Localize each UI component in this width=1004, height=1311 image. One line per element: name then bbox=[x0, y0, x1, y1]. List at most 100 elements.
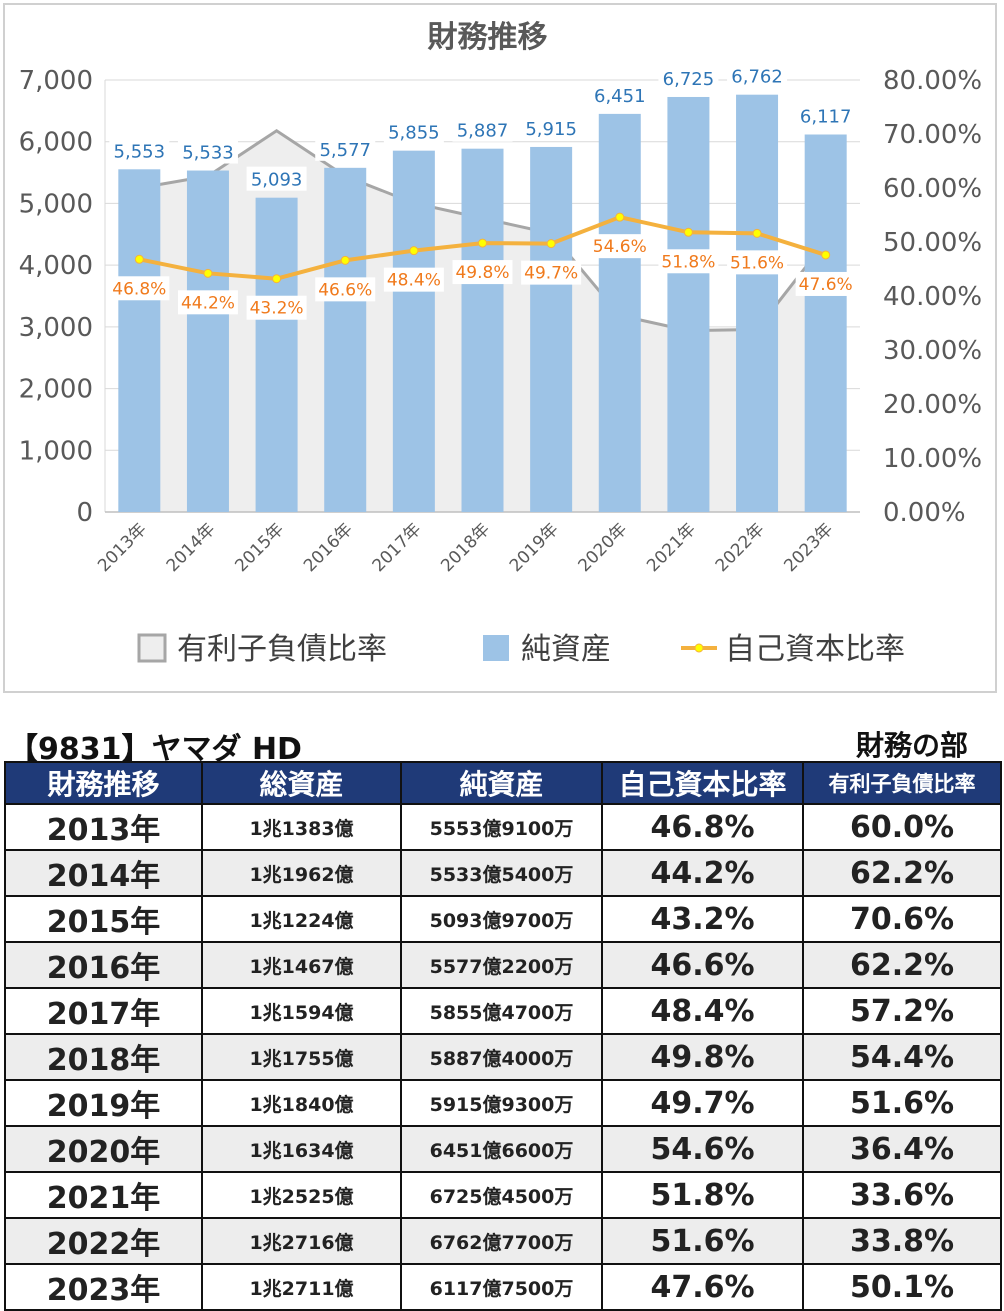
cell-year: 2022年 bbox=[4, 1217, 203, 1265]
table-row: 2014年 1兆1962億 5533億5400万 44.2% 62.2% bbox=[4, 849, 1002, 897]
cell-net-assets: 6451億6600万 bbox=[400, 1125, 603, 1173]
net-assets-bar bbox=[324, 167, 367, 512]
equity-ratio-point bbox=[821, 250, 831, 260]
table-header-row: 財務推移 総資産 純資産 自己資本比率 有利子負債比率 bbox=[4, 761, 1002, 805]
x-tick-label: 2017年 bbox=[369, 519, 426, 576]
x-tick-label: 2020年 bbox=[575, 519, 632, 576]
y-left-tick-label: 0 bbox=[76, 498, 93, 528]
bar-label-background bbox=[177, 139, 238, 164]
x-tick-label: 2014年 bbox=[163, 519, 220, 576]
net-assets-bar bbox=[392, 150, 435, 513]
net-assets-data-label: 6,451 bbox=[594, 86, 646, 107]
net-assets-data-label: 6,725 bbox=[663, 69, 715, 90]
cell-debt-ratio: 57.2% bbox=[802, 987, 1002, 1035]
header-net-assets: 純資産 bbox=[400, 761, 603, 805]
line-label-background bbox=[727, 250, 788, 275]
header-total-assets: 総資産 bbox=[201, 761, 402, 805]
bar-label-background bbox=[109, 138, 170, 163]
equity-ratio-data-label: 49.7% bbox=[524, 264, 578, 284]
cell-equity-ratio: 49.7% bbox=[601, 1079, 804, 1127]
cell-equity-ratio: 48.4% bbox=[601, 987, 804, 1035]
line-label-background bbox=[658, 249, 719, 274]
cell-equity-ratio: 46.8% bbox=[601, 803, 804, 851]
financial-table: 財務推移 総資産 純資産 自己資本比率 有利子負債比率 2013年 1兆1383億… bbox=[4, 761, 1002, 1311]
cell-equity-ratio: 46.6% bbox=[601, 941, 804, 989]
cell-net-assets: 5577億2200万 bbox=[400, 941, 603, 989]
net-assets-data-label: 5,887 bbox=[457, 121, 509, 142]
equity-ratio-data-label: 51.8% bbox=[661, 252, 715, 272]
cell-total-assets: 1兆1840億 bbox=[201, 1079, 402, 1127]
table-row: 2019年 1兆1840億 5915億9300万 49.7% 51.6% bbox=[4, 1079, 1002, 1127]
cell-total-assets: 1兆2716億 bbox=[201, 1217, 402, 1265]
cell-year: 2016年 bbox=[4, 941, 203, 989]
cell-year: 2023年 bbox=[4, 1263, 203, 1311]
equity-ratio-data-label: 47.6% bbox=[799, 275, 853, 295]
net-assets-bar bbox=[736, 94, 779, 513]
line-label-background bbox=[589, 234, 650, 259]
cell-total-assets: 1兆1594億 bbox=[201, 987, 402, 1035]
line-label-background bbox=[246, 295, 307, 320]
table-row: 2017年 1兆1594億 5855億4700万 48.4% 57.2% bbox=[4, 987, 1002, 1035]
cell-equity-ratio: 51.8% bbox=[601, 1171, 804, 1219]
equity-ratio-data-label: 49.8% bbox=[455, 263, 509, 283]
cell-net-assets: 6762億7700万 bbox=[400, 1217, 603, 1265]
bar-label-background bbox=[315, 136, 376, 161]
net-assets-data-label: 6,117 bbox=[800, 106, 852, 127]
equity-ratio-data-label: 44.2% bbox=[181, 293, 235, 313]
cell-equity-ratio: 43.2% bbox=[601, 895, 804, 943]
y-left-tick-label: 3,000 bbox=[19, 313, 93, 343]
equity-ratio-data-label: 46.8% bbox=[112, 279, 166, 299]
y-right-tick-label: 50.00% bbox=[883, 228, 982, 258]
net-assets-data-label: 5,533 bbox=[182, 143, 234, 164]
cell-year: 2015年 bbox=[4, 895, 203, 943]
equity-ratio-point bbox=[340, 255, 350, 265]
equity-ratio-data-label: 51.6% bbox=[730, 253, 784, 273]
section-label: 財務の部 bbox=[855, 729, 968, 762]
x-tick-label: 2022年 bbox=[712, 519, 769, 576]
cell-year: 2019年 bbox=[4, 1079, 203, 1127]
y-right-tick-label: 40.00% bbox=[883, 282, 982, 312]
legend-label-equity-ratio: 自己資本比率 bbox=[725, 632, 905, 667]
net-assets-data-label: 5,093 bbox=[251, 170, 303, 191]
table-row: 2015年 1兆1224億 5093億9700万 43.2% 70.6% bbox=[4, 895, 1002, 943]
equity-ratio-data-label: 48.4% bbox=[387, 271, 441, 291]
y-left-tick-label: 6,000 bbox=[19, 128, 93, 158]
heading-row: 【9831】ヤマダ HD 財務の部 bbox=[0, 724, 1004, 767]
net-assets-data-label: 5,553 bbox=[114, 141, 166, 162]
cell-total-assets: 1兆2525億 bbox=[201, 1171, 402, 1219]
legend-swatch-debt-ratio bbox=[137, 633, 167, 663]
net-assets-data-label: 5,915 bbox=[525, 119, 577, 140]
x-tick-label: 2018年 bbox=[437, 519, 494, 576]
bar-label-background bbox=[246, 166, 307, 191]
cell-debt-ratio: 54.4% bbox=[802, 1033, 1002, 1081]
table-row: 2016年 1兆1467億 5577億2200万 46.6% 62.2% bbox=[4, 941, 1002, 989]
equity-ratio-data-label: 46.6% bbox=[318, 280, 372, 300]
cell-net-assets: 6117億7500万 bbox=[400, 1263, 603, 1311]
net-assets-bar bbox=[186, 170, 229, 512]
cell-year: 2017年 bbox=[4, 987, 203, 1035]
chart-panel: 財務推移 0 1,000 2,000 3,000 4,000 5,000 6,000 7,000… bbox=[3, 3, 997, 693]
legend-label-net-assets: 純資産 bbox=[521, 632, 611, 667]
bar-label-background bbox=[727, 63, 788, 88]
cell-net-assets: 5533億5400万 bbox=[400, 849, 603, 897]
line-label-background bbox=[795, 271, 856, 296]
cell-debt-ratio: 62.2% bbox=[802, 849, 1002, 897]
bar-label-background bbox=[589, 82, 650, 107]
y-right-tick-label: 30.00% bbox=[883, 336, 982, 366]
table-row: 2018年 1兆1755億 5887億4000万 49.8% 54.4% bbox=[4, 1033, 1002, 1081]
net-assets-bar bbox=[598, 113, 641, 513]
net-assets-bar bbox=[118, 169, 161, 512]
chart-svg: 財務推移 0 1,000 2,000 3,000 4,000 5,000 6,000 7,000… bbox=[19, 20, 983, 667]
net-assets-data-label: 5,855 bbox=[388, 123, 440, 144]
cell-year: 2018年 bbox=[4, 1033, 203, 1081]
cell-total-assets: 1兆1224億 bbox=[201, 895, 402, 943]
table-body: 2013年 1兆1383億 5553億9100万 46.8% 60.0% 2014年 1兆1… bbox=[4, 803, 1002, 1311]
x-tick-label: 2013年 bbox=[94, 519, 151, 576]
x-tick-label: 2016年 bbox=[300, 519, 357, 576]
cell-net-assets: 6725億4500万 bbox=[400, 1171, 603, 1219]
cell-equity-ratio: 49.8% bbox=[601, 1033, 804, 1081]
y-left-tick-label: 4,000 bbox=[19, 251, 93, 281]
line-label-background bbox=[177, 290, 238, 315]
x-tick-label: 2015年 bbox=[231, 519, 288, 576]
equity-ratio-point bbox=[546, 239, 556, 249]
